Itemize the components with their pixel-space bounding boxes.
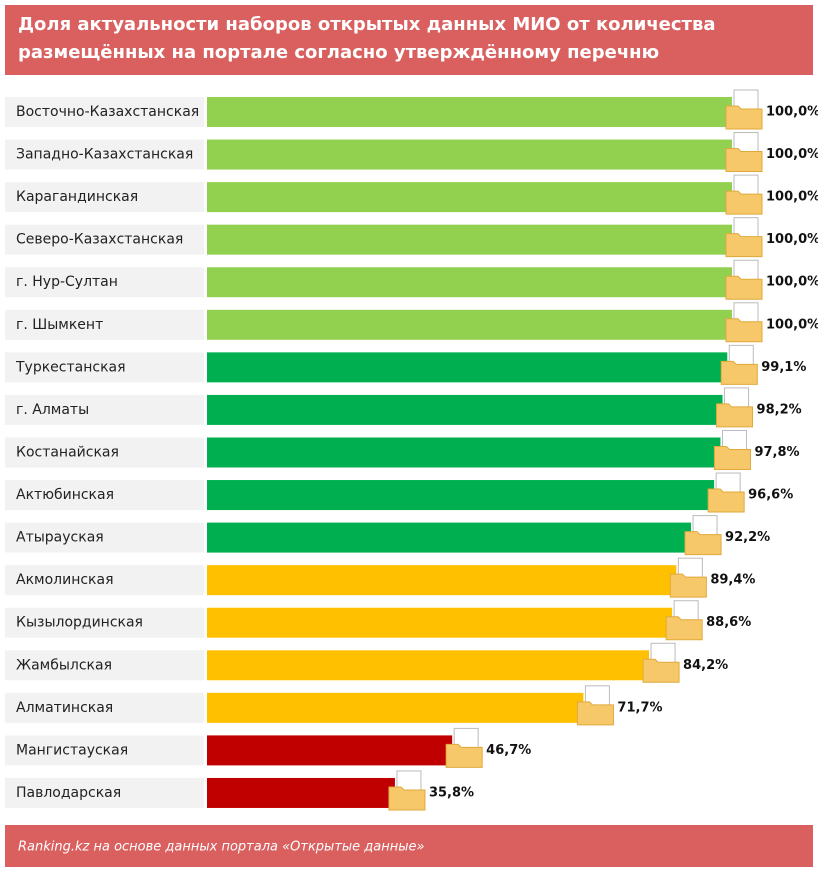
folder-icon	[445, 743, 483, 768]
category-label: Костанайская	[16, 444, 119, 460]
category-box	[5, 522, 204, 553]
category-box	[5, 309, 204, 340]
category-label: г. Шымкент	[16, 317, 103, 333]
category-box	[5, 267, 204, 298]
source: Ranking.kz на основе данных портала «Отк…	[18, 840, 425, 855]
category-label: г. Нур-Султан	[16, 274, 118, 290]
value-label: 99,1%	[761, 360, 806, 375]
value-label: 100,0%	[766, 275, 818, 290]
category-label: Карагандинская	[16, 189, 138, 205]
category-label: Северо-Казахстанская	[16, 232, 183, 248]
bar	[207, 139, 732, 170]
value-label: 84,2%	[683, 658, 728, 673]
category-label: Западно-Казахстанская	[16, 147, 193, 163]
value-label: 92,2%	[725, 530, 770, 545]
value-label: 100,0%	[766, 232, 818, 247]
value-label: 98,2%	[757, 402, 802, 417]
bar	[207, 480, 715, 511]
bar	[207, 352, 728, 383]
folder-icon	[576, 701, 614, 726]
bar	[207, 522, 692, 553]
category-label: Жамбылская	[16, 657, 112, 673]
value-label: 100,0%	[766, 105, 818, 120]
value-label: 88,6%	[706, 615, 751, 630]
folder-icon	[725, 275, 763, 300]
value-label: 35,8%	[429, 785, 474, 800]
bar	[207, 224, 732, 255]
category-label: Туркестанская	[15, 359, 126, 375]
category-box	[5, 352, 204, 383]
value-label: 96,6%	[748, 488, 793, 503]
folder-icon	[642, 658, 680, 683]
bar	[207, 182, 732, 213]
value-label: 46,7%	[486, 743, 531, 758]
value-label: 100,0%	[766, 147, 818, 162]
value-label: 97,8%	[754, 445, 799, 460]
bar	[207, 267, 732, 298]
category-label: Атырауская	[16, 530, 104, 546]
category-label: Алматинская	[16, 700, 113, 716]
folder-icon	[388, 786, 426, 811]
category-box	[5, 139, 204, 170]
bar	[207, 97, 732, 127]
category-box	[5, 565, 204, 596]
title-band	[5, 5, 813, 75]
bar	[207, 437, 721, 468]
bar	[207, 309, 732, 340]
category-box	[5, 480, 204, 511]
bar	[207, 735, 453, 766]
folder-icon	[725, 233, 763, 258]
bar	[207, 607, 673, 638]
category-box	[5, 692, 204, 723]
category-box	[5, 224, 204, 255]
category-box	[5, 394, 204, 425]
folder-icon	[713, 445, 751, 470]
category-box	[5, 650, 204, 681]
bar	[207, 692, 584, 723]
value-label: 100,0%	[766, 317, 818, 332]
category-label: Восточно-Казахстанская	[16, 104, 199, 120]
bar	[207, 777, 395, 808]
folder-icon	[725, 190, 763, 215]
category-label: Акмолинская	[16, 572, 114, 588]
category-box	[5, 607, 204, 638]
category-box	[5, 735, 204, 766]
folder-icon	[716, 403, 754, 428]
category-label: г. Алматы	[16, 402, 89, 418]
chart-title: Доля актуальности наборов открытых данны…	[18, 14, 716, 63]
folder-icon	[725, 148, 763, 173]
category-label: Кызылординская	[16, 615, 143, 631]
folder-icon	[720, 360, 758, 385]
value-label: 71,7%	[617, 700, 662, 715]
bar	[207, 650, 650, 681]
bar	[207, 565, 677, 596]
category-box	[5, 97, 204, 127]
category-box	[5, 437, 204, 468]
folder-icon	[669, 573, 707, 598]
category-label: Актюбинская	[16, 487, 114, 503]
folder-icon	[725, 318, 763, 343]
source-band	[5, 825, 813, 867]
category-box	[5, 777, 204, 808]
folder-icon	[665, 616, 703, 641]
folder-icon	[707, 488, 745, 513]
bar	[207, 394, 723, 425]
category-label: Мангистауская	[16, 742, 128, 758]
value-label: 89,4%	[710, 573, 755, 588]
value-label: 100,0%	[766, 190, 818, 205]
folder-icon	[725, 105, 763, 130]
category-box	[5, 182, 204, 213]
folder-icon	[684, 531, 722, 556]
category-label: Павлодарская	[16, 785, 121, 801]
